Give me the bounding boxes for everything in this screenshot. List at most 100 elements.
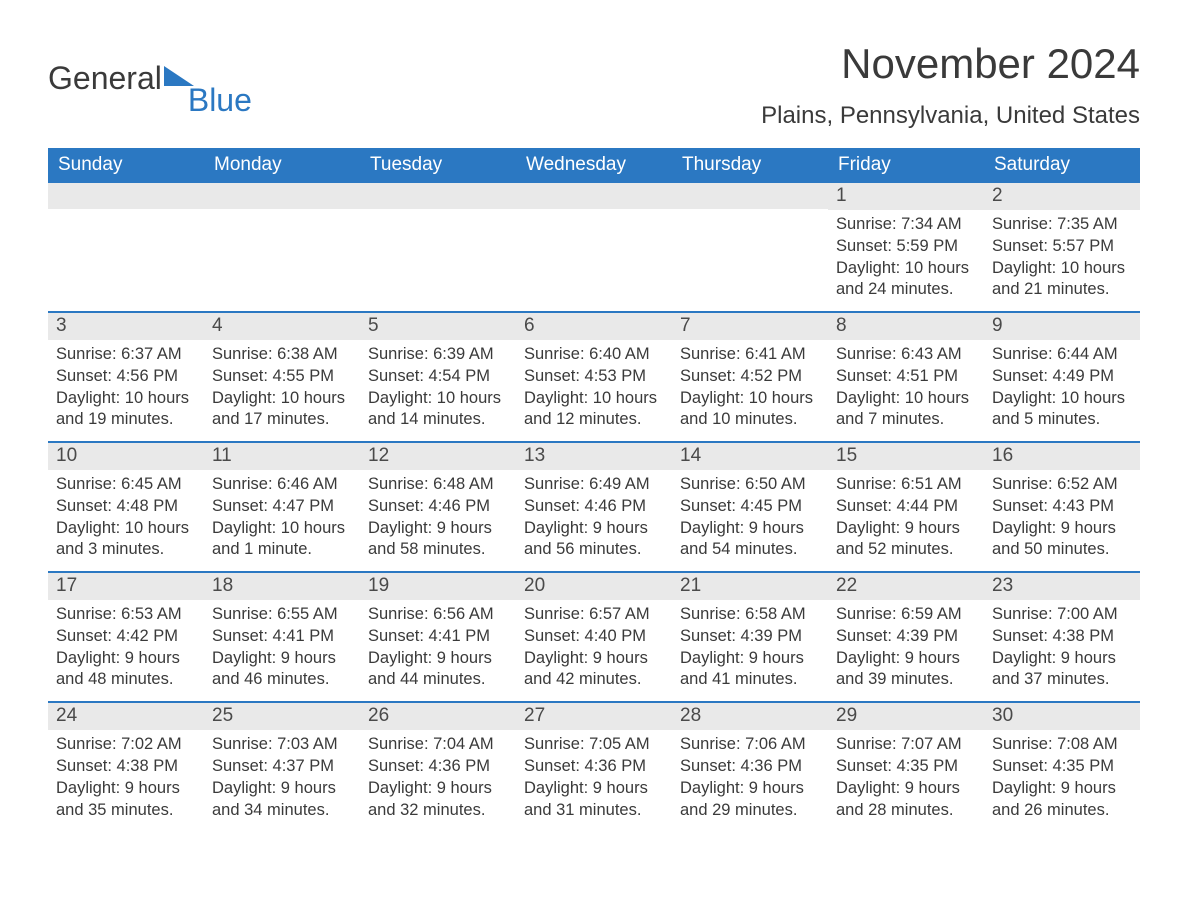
- day-number: [516, 183, 672, 209]
- daylight-line: Daylight: 9 hours and 37 minutes.: [992, 649, 1116, 689]
- sunset-line: Sunset: 4:38 PM: [992, 627, 1114, 645]
- daylight-line: Daylight: 10 hours and 17 minutes.: [212, 389, 345, 429]
- daylight-line: Daylight: 10 hours and 12 minutes.: [524, 389, 657, 429]
- calendar-day: 18Sunrise: 6:55 AMSunset: 4:41 PMDayligh…: [204, 573, 360, 701]
- sunrise-line: Sunrise: 7:06 AM: [680, 735, 806, 753]
- day-details: Sunrise: 7:05 AMSunset: 4:36 PMDaylight:…: [516, 730, 672, 831]
- calendar-day: 7Sunrise: 6:41 AMSunset: 4:52 PMDaylight…: [672, 313, 828, 441]
- sunrise-line: Sunrise: 6:43 AM: [836, 345, 962, 363]
- sunrise-line: Sunrise: 6:50 AM: [680, 475, 806, 493]
- calendar-day: [48, 183, 204, 311]
- page-subtitle: Plains, Pennsylvania, United States: [761, 102, 1140, 130]
- calendar-day: 5Sunrise: 6:39 AMSunset: 4:54 PMDaylight…: [360, 313, 516, 441]
- day-details: Sunrise: 6:55 AMSunset: 4:41 PMDaylight:…: [204, 600, 360, 701]
- day-number: 29: [828, 703, 984, 730]
- day-number: 16: [984, 443, 1140, 470]
- brand-part1: General: [48, 60, 162, 97]
- day-details: Sunrise: 7:00 AMSunset: 4:38 PMDaylight:…: [984, 600, 1140, 701]
- sunset-line: Sunset: 4:42 PM: [56, 627, 178, 645]
- day-details: Sunrise: 6:43 AMSunset: 4:51 PMDaylight:…: [828, 340, 984, 441]
- day-number: 5: [360, 313, 516, 340]
- daylight-line: Daylight: 9 hours and 34 minutes.: [212, 779, 336, 819]
- brand-logo: General Blue: [48, 40, 258, 97]
- sunrise-line: Sunrise: 7:03 AM: [212, 735, 338, 753]
- daylight-line: Daylight: 9 hours and 46 minutes.: [212, 649, 336, 689]
- sunset-line: Sunset: 4:44 PM: [836, 497, 958, 515]
- day-number: 7: [672, 313, 828, 340]
- daylight-line: Daylight: 9 hours and 42 minutes.: [524, 649, 648, 689]
- daylight-line: Daylight: 9 hours and 29 minutes.: [680, 779, 804, 819]
- daylight-line: Daylight: 10 hours and 21 minutes.: [992, 259, 1125, 299]
- sunrise-line: Sunrise: 6:37 AM: [56, 345, 182, 363]
- sunset-line: Sunset: 4:43 PM: [992, 497, 1114, 515]
- brand-part2: Blue: [188, 82, 252, 119]
- day-number: 24: [48, 703, 204, 730]
- calendar-day: 1Sunrise: 7:34 AMSunset: 5:59 PMDaylight…: [828, 183, 984, 311]
- sunrise-line: Sunrise: 6:39 AM: [368, 345, 494, 363]
- calendar-day: 16Sunrise: 6:52 AMSunset: 4:43 PMDayligh…: [984, 443, 1140, 571]
- daylight-line: Daylight: 9 hours and 35 minutes.: [56, 779, 180, 819]
- page-title: November 2024: [761, 40, 1140, 88]
- day-details: Sunrise: 7:02 AMSunset: 4:38 PMDaylight:…: [48, 730, 204, 831]
- calendar-day: 30Sunrise: 7:08 AMSunset: 4:35 PMDayligh…: [984, 703, 1140, 831]
- sunset-line: Sunset: 4:39 PM: [680, 627, 802, 645]
- day-number: 9: [984, 313, 1140, 340]
- calendar-day: 2Sunrise: 7:35 AMSunset: 5:57 PMDaylight…: [984, 183, 1140, 311]
- calendar-day: 15Sunrise: 6:51 AMSunset: 4:44 PMDayligh…: [828, 443, 984, 571]
- daylight-line: Daylight: 9 hours and 39 minutes.: [836, 649, 960, 689]
- day-number: 27: [516, 703, 672, 730]
- daylight-line: Daylight: 9 hours and 52 minutes.: [836, 519, 960, 559]
- day-number: [360, 183, 516, 209]
- day-number: [672, 183, 828, 209]
- day-details: Sunrise: 6:52 AMSunset: 4:43 PMDaylight:…: [984, 470, 1140, 571]
- day-details: Sunrise: 6:38 AMSunset: 4:55 PMDaylight:…: [204, 340, 360, 441]
- calendar-day: [204, 183, 360, 311]
- weekday-header: Monday: [204, 148, 360, 183]
- sunrise-line: Sunrise: 7:02 AM: [56, 735, 182, 753]
- sunrise-line: Sunrise: 6:41 AM: [680, 345, 806, 363]
- calendar-day: 25Sunrise: 7:03 AMSunset: 4:37 PMDayligh…: [204, 703, 360, 831]
- day-number: 2: [984, 183, 1140, 210]
- day-details: Sunrise: 6:45 AMSunset: 4:48 PMDaylight:…: [48, 470, 204, 571]
- day-number: 19: [360, 573, 516, 600]
- sunset-line: Sunset: 4:36 PM: [524, 757, 646, 775]
- daylight-line: Daylight: 9 hours and 58 minutes.: [368, 519, 492, 559]
- calendar-day: 13Sunrise: 6:49 AMSunset: 4:46 PMDayligh…: [516, 443, 672, 571]
- sunrise-line: Sunrise: 7:08 AM: [992, 735, 1118, 753]
- sunrise-line: Sunrise: 6:53 AM: [56, 605, 182, 623]
- sunset-line: Sunset: 4:53 PM: [524, 367, 646, 385]
- daylight-line: Daylight: 9 hours and 26 minutes.: [992, 779, 1116, 819]
- day-number: 15: [828, 443, 984, 470]
- day-number: 23: [984, 573, 1140, 600]
- day-details: Sunrise: 6:48 AMSunset: 4:46 PMDaylight:…: [360, 470, 516, 571]
- sunset-line: Sunset: 4:54 PM: [368, 367, 490, 385]
- sunrise-line: Sunrise: 7:04 AM: [368, 735, 494, 753]
- sunset-line: Sunset: 4:35 PM: [836, 757, 958, 775]
- sunset-line: Sunset: 4:48 PM: [56, 497, 178, 515]
- weekday-header: Tuesday: [360, 148, 516, 183]
- sunrise-line: Sunrise: 6:55 AM: [212, 605, 338, 623]
- sunset-line: Sunset: 4:36 PM: [368, 757, 490, 775]
- daylight-line: Daylight: 10 hours and 24 minutes.: [836, 259, 969, 299]
- calendar-day: [672, 183, 828, 311]
- calendar-day: 6Sunrise: 6:40 AMSunset: 4:53 PMDaylight…: [516, 313, 672, 441]
- sunrise-line: Sunrise: 6:56 AM: [368, 605, 494, 623]
- sunrise-line: Sunrise: 6:48 AM: [368, 475, 494, 493]
- sunset-line: Sunset: 4:46 PM: [524, 497, 646, 515]
- calendar-day: 23Sunrise: 7:00 AMSunset: 4:38 PMDayligh…: [984, 573, 1140, 701]
- day-details: Sunrise: 6:37 AMSunset: 4:56 PMDaylight:…: [48, 340, 204, 441]
- sunset-line: Sunset: 4:37 PM: [212, 757, 334, 775]
- weekday-header: Friday: [828, 148, 984, 183]
- day-number: 4: [204, 313, 360, 340]
- sunrise-line: Sunrise: 6:58 AM: [680, 605, 806, 623]
- daylight-line: Daylight: 9 hours and 31 minutes.: [524, 779, 648, 819]
- calendar-header-row: Sunday Monday Tuesday Wednesday Thursday…: [48, 148, 1140, 183]
- day-details: Sunrise: 6:56 AMSunset: 4:41 PMDaylight:…: [360, 600, 516, 701]
- sunset-line: Sunset: 4:45 PM: [680, 497, 802, 515]
- day-details: Sunrise: 6:51 AMSunset: 4:44 PMDaylight:…: [828, 470, 984, 571]
- calendar-day: 22Sunrise: 6:59 AMSunset: 4:39 PMDayligh…: [828, 573, 984, 701]
- daylight-line: Daylight: 9 hours and 56 minutes.: [524, 519, 648, 559]
- daylight-line: Daylight: 10 hours and 5 minutes.: [992, 389, 1125, 429]
- day-details: Sunrise: 6:58 AMSunset: 4:39 PMDaylight:…: [672, 600, 828, 701]
- calendar-day: 24Sunrise: 7:02 AMSunset: 4:38 PMDayligh…: [48, 703, 204, 831]
